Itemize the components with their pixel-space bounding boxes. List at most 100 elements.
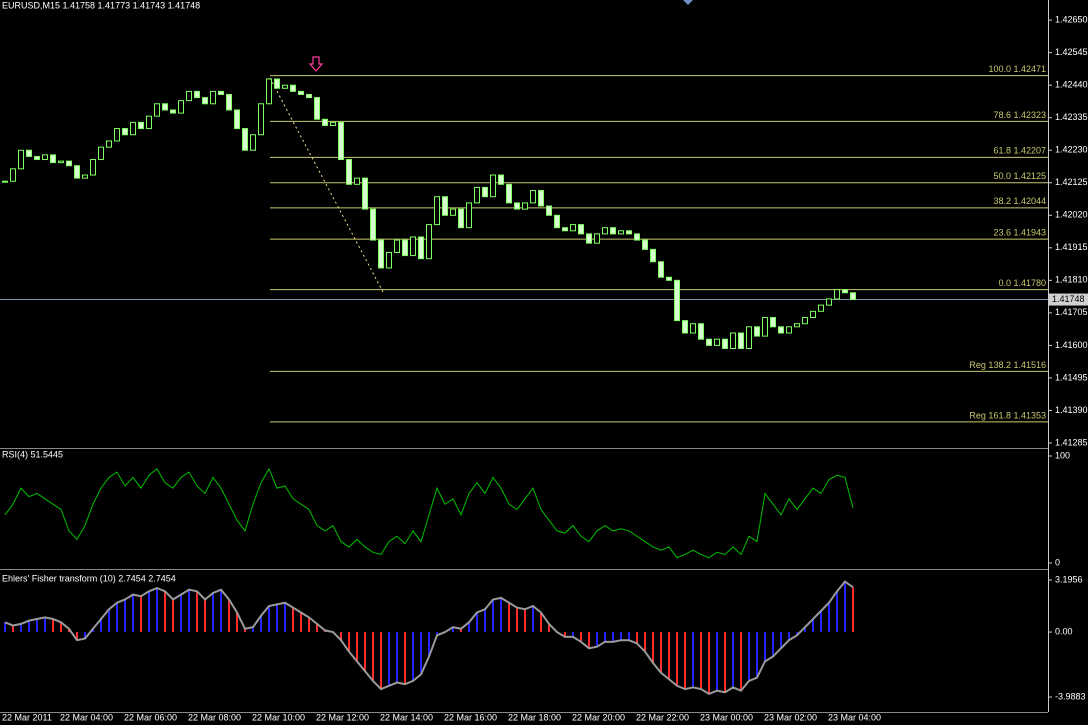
fib-label: 50.0 1.42125	[993, 171, 1046, 181]
candle	[386, 251, 392, 269]
candle	[338, 121, 344, 161]
candle	[810, 310, 816, 319]
candle	[418, 236, 424, 260]
candle	[474, 186, 480, 204]
candle	[722, 338, 728, 349]
time-label: 22 Mar 16:00	[444, 712, 497, 722]
time-label: 22 Mar 12:00	[316, 712, 369, 722]
candle	[498, 174, 504, 185]
candle	[546, 205, 552, 216]
candle	[698, 323, 704, 340]
candle	[506, 183, 512, 204]
bid-label: 1.41748	[1052, 294, 1085, 304]
candle	[578, 224, 584, 235]
fib-trend-line	[269, 77, 384, 293]
candle	[138, 121, 144, 130]
candle	[114, 128, 120, 142]
time-label: 22 Mar 14:00	[380, 712, 433, 722]
y-tick-label: 1.41915	[1055, 242, 1088, 252]
candle	[770, 317, 776, 328]
y-tick-label: 1.41285	[1055, 437, 1088, 447]
candle	[370, 208, 376, 241]
fib-label: 78.6 1.42323	[993, 110, 1046, 120]
candle	[258, 103, 264, 136]
y-tick-label: 1.42440	[1055, 80, 1088, 90]
candle	[266, 78, 272, 105]
candle	[194, 90, 200, 99]
candle	[690, 323, 696, 334]
candle	[98, 146, 104, 161]
candle	[162, 103, 168, 111]
bid-box	[1049, 293, 1088, 306]
indicator-title: RSI(4) 51.5445	[2, 449, 63, 459]
y-tick-label: 1.41390	[1055, 405, 1088, 415]
time-label: 22 Mar 2011	[2, 712, 52, 722]
candle	[282, 84, 288, 89]
rsi-line	[4, 467, 854, 559]
candle	[314, 97, 320, 120]
candle	[490, 174, 496, 198]
y-tick-label: 0.00	[1055, 626, 1073, 636]
candle	[778, 326, 784, 334]
candle	[570, 224, 576, 232]
time-label: 22 Mar 10:00	[252, 712, 305, 722]
candle	[74, 165, 80, 179]
candle	[842, 289, 848, 294]
candle	[458, 208, 464, 229]
candle	[10, 168, 16, 182]
fib-label: 100.0 1.42471	[988, 64, 1046, 74]
candle	[154, 103, 160, 117]
time-label: 22 Mar 20:00	[572, 712, 625, 722]
candle	[802, 317, 808, 325]
candle	[394, 239, 400, 253]
y-tick-label: 3.1956	[1055, 574, 1083, 584]
candle	[762, 317, 768, 337]
candle	[554, 214, 560, 229]
candle	[658, 261, 664, 278]
candle	[146, 115, 152, 130]
candle	[818, 304, 824, 312]
candle	[410, 236, 416, 257]
candle	[442, 196, 448, 216]
candle	[90, 159, 96, 176]
candle	[618, 230, 624, 235]
candle	[274, 78, 280, 89]
fib-label: 0.0 1.41780	[998, 278, 1046, 288]
candle	[634, 233, 640, 241]
candle	[650, 248, 656, 263]
time-label: 23 Mar 04:00	[828, 712, 881, 722]
y-tick-label: 1.42125	[1055, 177, 1088, 187]
time-label: 22 Mar 22:00	[636, 712, 689, 722]
candle	[682, 320, 688, 334]
candle	[18, 149, 24, 170]
candle	[234, 109, 240, 130]
candle	[170, 109, 176, 114]
candle	[330, 121, 336, 126]
candle	[754, 326, 760, 337]
candle	[2, 180, 8, 183]
fib-label: 23.6 1.41943	[993, 228, 1046, 238]
y-tick-label: 1.42020	[1055, 210, 1088, 220]
time-label: 22 Mar 04:00	[60, 712, 113, 722]
candle	[50, 154, 56, 164]
time-label: 22 Mar 08:00	[188, 712, 241, 722]
candle	[82, 174, 88, 179]
candle	[290, 84, 296, 92]
candle	[530, 190, 536, 204]
candle	[178, 100, 184, 114]
candle	[186, 90, 192, 102]
fib-label: Reg 138.2 1.41516	[969, 360, 1046, 370]
candle	[522, 202, 528, 210]
candle	[242, 128, 248, 151]
candle	[58, 160, 64, 164]
candle	[826, 298, 832, 306]
y-tick-label: 1.42650	[1055, 15, 1088, 25]
candle	[482, 186, 488, 198]
y-tick-label: 1.41810	[1055, 275, 1088, 285]
y-tick-label: 1.42335	[1055, 112, 1088, 122]
fib-label: Reg 161.8 1.41353	[969, 410, 1046, 420]
y-tick-label: 1.42545	[1055, 47, 1088, 57]
candle	[562, 227, 568, 232]
candle	[450, 208, 456, 216]
